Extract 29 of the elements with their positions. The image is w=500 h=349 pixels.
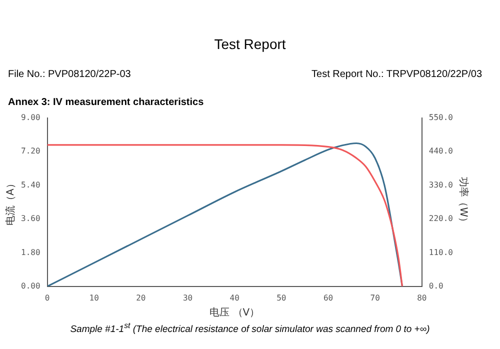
chart-title: Test Report — [213, 36, 287, 52]
y-tick-label: 3.60 — [21, 214, 40, 224]
y2-tick-label: 330.0 — [428, 180, 454, 190]
y2-axis-title: 功率（W） — [457, 177, 470, 228]
y-tick-label: 5.40 — [21, 180, 40, 190]
x-tick-label: 70 — [370, 293, 380, 302]
x-tick-label: 0 — [44, 293, 50, 302]
x-tick-label: 10 — [89, 293, 100, 302]
y-axis-title: 电流（A） — [4, 178, 17, 226]
x-axis-title: 电压 （V） — [210, 306, 260, 319]
y2-tick-label: 550.0 — [428, 112, 454, 122]
y2-tick-label: 110.0 — [428, 248, 454, 257]
x-tick-label: 80 — [417, 293, 427, 302]
y2-tick-label: 220.0 — [428, 214, 454, 224]
y-tick-label: 7.20 — [21, 146, 40, 156]
text: Annex 3: IV measurement characteristics — [8, 97, 204, 108]
y-tick-label: 0.00 — [21, 281, 40, 290]
text: Test Report No.: TRPVP08120/22P/03 — [312, 69, 482, 80]
y-tick-label: 9.00 — [21, 112, 40, 122]
y2-tick-label: 440.0 — [428, 146, 454, 156]
text: File No.: PVP08120/22P-03 — [8, 69, 131, 80]
text: Sample #1-1$^{st}$ (The electrical resistance of solar simulator was scanned from 0 to +∞) — [69, 321, 431, 336]
y-tick-label: 1.80 — [21, 248, 40, 257]
x-tick-label: 50 — [276, 293, 286, 302]
x-tick-label: 40 — [230, 293, 240, 302]
x-tick-label: 60 — [323, 293, 334, 302]
x-tick-label: 30 — [182, 293, 193, 302]
x-tick-label: 20 — [136, 293, 146, 302]
y2-tick-label: 0.0 — [428, 281, 444, 290]
